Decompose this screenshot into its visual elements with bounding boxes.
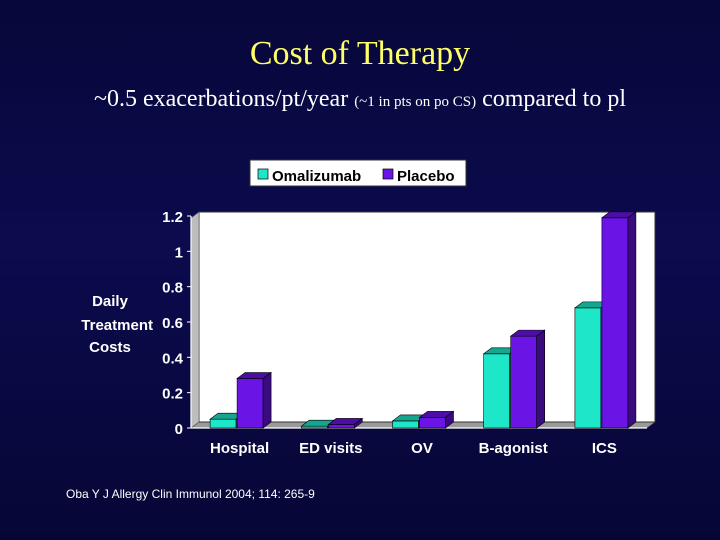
subtitle-end: compared to pl — [476, 86, 627, 112]
y-tick-label: 0.2 — [162, 386, 183, 403]
x-tick-label: ED visits — [299, 440, 362, 457]
chart-side-wall — [190, 211, 200, 429]
y-axis-label-line: Costs — [89, 339, 131, 356]
citation: Oba Y J Allergy Clin Immunol 2004; 114: … — [66, 487, 315, 501]
x-tick-label: Hospital — [210, 440, 269, 457]
x-tick-label: ICS — [592, 440, 617, 457]
y-tick-label: 1 — [175, 244, 183, 261]
bar-placebo-front — [327, 424, 355, 429]
slide-title: Cost of Therapy — [249, 35, 471, 72]
y-tick-label: 1.2 — [162, 209, 183, 226]
y-tick-label: 0 — [175, 421, 183, 438]
bar-placebo-side — [627, 211, 637, 429]
bar-placebo-side — [262, 371, 272, 429]
legend-label-placebo: Placebo — [397, 168, 455, 185]
y-axis-label-line: Daily — [92, 293, 129, 310]
bar-placebo-front — [419, 417, 446, 429]
bar-omalizumab-front — [574, 307, 602, 429]
x-tick-label: OV — [411, 440, 433, 457]
bar-placebo-front — [601, 217, 629, 429]
legend-swatch-placebo — [382, 168, 394, 180]
x-tick-label: B-agonist — [479, 440, 548, 457]
y-tick-label: 0.4 — [162, 350, 184, 367]
legend-box — [249, 159, 467, 187]
bar-placebo-side — [536, 329, 546, 429]
bar-placebo-side — [445, 410, 454, 429]
y-axis-label-line: Treatment — [81, 317, 153, 334]
y-tick-label: 0.6 — [162, 315, 183, 332]
bar-placebo-front — [236, 378, 264, 429]
bar-omalizumab-front — [209, 418, 237, 429]
bar-placebo-front — [510, 335, 538, 429]
bar-omalizumab-front — [392, 420, 419, 429]
slide-subtitle: ~0.5 exacerbations/pt/year (~1 in pts on… — [0, 84, 720, 117]
bar-placebo-side — [353, 417, 363, 429]
bar-omalizumab-front — [483, 353, 511, 429]
subtitle-main: ~0.5 exacerbations/pt/year — [93, 86, 355, 112]
legend-label-omalizumab: Omalizumab — [272, 168, 361, 185]
y-tick-label: 0.8 — [162, 280, 183, 297]
legend-swatch-omalizumab — [257, 168, 269, 180]
subtitle-note: (~1 in pts on po CS) — [354, 94, 477, 110]
